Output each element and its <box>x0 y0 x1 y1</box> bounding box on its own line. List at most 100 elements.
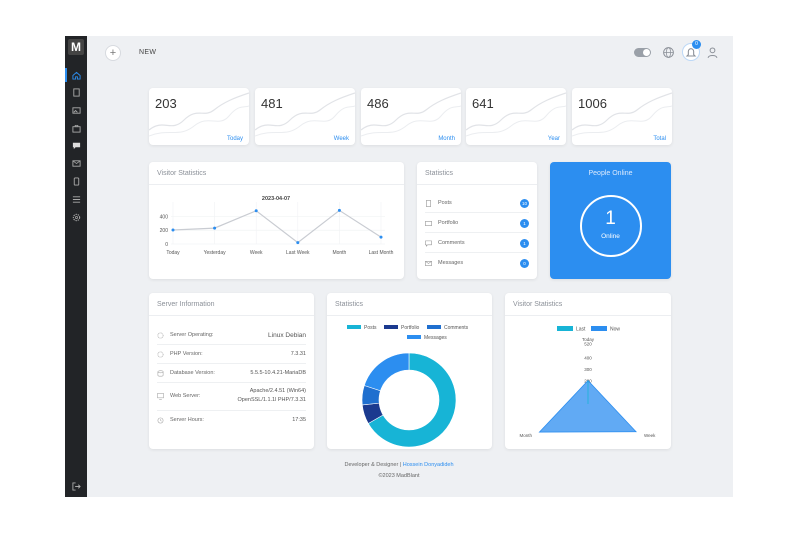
count-badge: 1 <box>520 218 529 228</box>
list-item[interactable]: Comments 1 <box>425 234 529 252</box>
clock-icon <box>157 416 165 424</box>
visitor-statistics-card: Visitor Statistics 2023-04-07 400 200 0 Tod… <box>149 162 404 279</box>
x-tick-label: Yesterday <box>204 250 227 256</box>
logout-icon[interactable] <box>71 481 81 491</box>
add-new-button[interactable]: + <box>105 45 121 61</box>
footer-copyright: ©2023 MadBlant <box>378 473 420 479</box>
sidebar-active-indicator <box>65 68 67 82</box>
briefcase-icon[interactable] <box>71 123 81 133</box>
list-item-label: Messages <box>438 260 464 266</box>
author-link[interactable]: Hossein Donyadideh <box>402 462 454 468</box>
settings-icon[interactable] <box>71 212 81 222</box>
list-item[interactable]: Posts 10 <box>425 194 529 212</box>
dashboard-app: M + NEW 0 203 Today 481 Week 486 Month <box>65 36 733 497</box>
axis-label: Month <box>520 433 533 438</box>
server-icon <box>157 392 165 400</box>
globe-icon[interactable] <box>662 46 675 59</box>
people-online-card: People Online 1 Online <box>550 162 671 279</box>
legend-label: Portfolio <box>401 325 420 331</box>
user-icon[interactable] <box>706 46 719 59</box>
stat-card-week: 481 Week <box>255 88 355 145</box>
stat-value: 641 <box>472 96 494 111</box>
stat-card-month: 486 Month <box>361 88 461 145</box>
divider <box>327 315 492 316</box>
server-row-os: Server Operating: Linux Debian <box>157 326 306 344</box>
stat-card-today: 203 Today <box>149 88 249 145</box>
visitor-radar-chart: LastNowTodayWeekMonth520400300200 <box>520 326 656 438</box>
count-badge: 10 <box>520 198 529 208</box>
sparkline-chart <box>466 92 566 137</box>
data-point <box>213 226 217 230</box>
server-value: 17:35 <box>292 417 306 423</box>
server-value-line2: OpenSSL/1.1.1l PHP/7.3.31 <box>237 397 307 403</box>
statistics-donut-chart: Posts Portfolio Comments Messages <box>347 325 469 448</box>
server-row-hours: Server Hours: 17:35 <box>157 411 306 429</box>
legend-swatch <box>557 326 573 331</box>
server-row-php: PHP Version: 7.3.31 <box>157 345 306 363</box>
series-line <box>172 209 382 244</box>
list-item-label: Comments <box>438 240 465 246</box>
list-item[interactable]: Messages 0 <box>425 254 529 272</box>
image-icon[interactable] <box>71 105 81 115</box>
divider <box>157 382 306 383</box>
comment-icon[interactable] <box>71 140 81 150</box>
server-label: Web Server: <box>170 393 201 399</box>
server-row-database: Database Version: 5.5.5-10.4.21-MariaDB <box>157 364 306 382</box>
database-icon <box>157 369 165 377</box>
stat-label: Week <box>333 136 349 142</box>
document-icon <box>425 199 433 207</box>
comment-icon <box>425 239 433 247</box>
axis-label: Week <box>644 433 656 438</box>
card-title: People Online <box>588 170 633 177</box>
axis-label: Today <box>582 337 595 342</box>
stat-label: Month <box>438 136 455 142</box>
sparkline-chart <box>361 92 461 137</box>
divider <box>425 212 529 213</box>
home-icon[interactable] <box>71 70 81 80</box>
server-label: PHP Version: <box>170 351 203 357</box>
visitor-line-chart: 2023-04-07 400 200 0 Today Yesterday Week Last… <box>160 196 394 256</box>
divider <box>157 410 306 411</box>
x-tick-label: Last Month <box>369 250 394 256</box>
bell-icon <box>685 48 697 57</box>
count-badge: 1 <box>520 238 529 248</box>
server-information-card: Server Information Server Operating: Lin… <box>149 293 314 449</box>
server-value: 7.3.31 <box>290 351 306 357</box>
server-label: Server Operating: <box>170 332 214 338</box>
list-icon[interactable] <box>71 194 81 204</box>
mail-icon[interactable] <box>71 158 81 168</box>
server-row-webserver: Web Server: Apache/2.4.51 (Win64) OpenSSL… <box>157 384 306 408</box>
mail-icon <box>425 259 433 267</box>
card-title: Statistics <box>425 170 454 177</box>
count-badge: 0 <box>520 258 529 268</box>
image-icon <box>425 219 433 227</box>
x-tick-label: Last Week <box>286 250 310 256</box>
y-tick-label: 200 <box>160 228 169 234</box>
divider <box>417 184 537 185</box>
gear-icon <box>157 350 165 358</box>
legend-label: Last <box>576 327 586 333</box>
y-tick-label: 400 <box>160 214 169 220</box>
divider <box>157 344 306 345</box>
stat-value: 481 <box>261 96 283 111</box>
notification-badge: 0 <box>692 40 701 49</box>
card-title: Visitor Statistics <box>157 170 207 177</box>
statistics-donut-card: Statistics Posts Portfolio Comments Message… <box>327 293 492 449</box>
legend-swatch <box>384 325 398 329</box>
card-title: Statistics <box>335 301 364 308</box>
divider <box>149 315 314 316</box>
app-logo[interactable]: M <box>68 39 84 55</box>
divider <box>505 315 671 316</box>
new-label[interactable]: NEW <box>139 49 157 56</box>
footer-prefix: Developer & Designer | <box>344 462 402 468</box>
server-value: Linux Debian <box>268 331 306 339</box>
theme-toggle[interactable] <box>634 48 651 57</box>
list-item[interactable]: Portfolio 1 <box>425 214 529 232</box>
stat-value: 1006 <box>578 96 607 111</box>
stat-label: Today <box>226 136 243 142</box>
donut-slice <box>367 352 457 448</box>
mobile-icon[interactable] <box>71 176 81 186</box>
server-label: Server Hours: <box>170 417 204 423</box>
document-icon[interactable] <box>71 87 81 97</box>
online-ring <box>580 195 642 257</box>
